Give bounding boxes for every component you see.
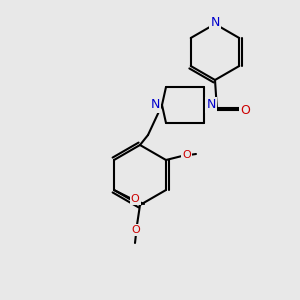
Text: N: N: [210, 16, 220, 29]
Text: O: O: [132, 225, 140, 235]
Text: N: N: [206, 98, 216, 112]
Text: O: O: [130, 194, 140, 204]
Text: N: N: [150, 98, 160, 112]
Text: O: O: [240, 103, 250, 116]
Text: O: O: [183, 150, 191, 160]
